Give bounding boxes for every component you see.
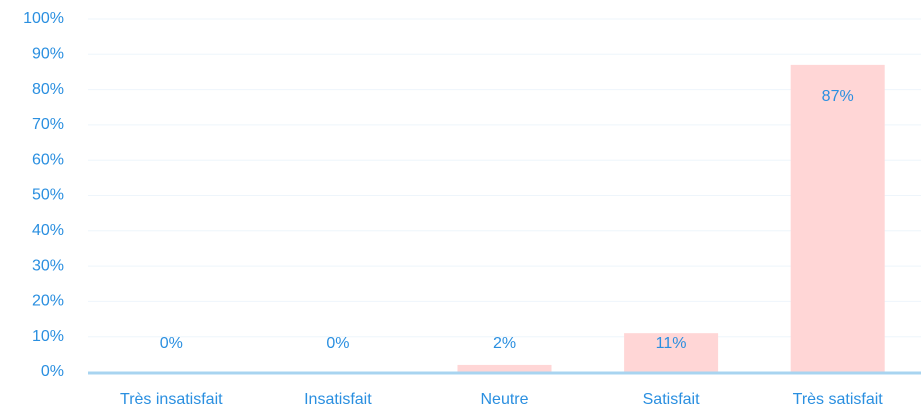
data-label: 2% [493,335,516,352]
y-tick-label: 60% [32,151,64,168]
x-tick-label: Neutre [480,391,528,408]
bar [624,333,719,372]
y-tick-label: 70% [32,116,64,133]
x-tick-label: Très satisfait [793,391,884,408]
y-tick-label: 50% [32,187,64,204]
data-label: 0% [326,335,349,352]
y-tick-label: 10% [32,328,64,345]
y-tick-label: 20% [32,293,64,310]
y-tick-label: 0% [41,363,64,380]
data-label: 0% [160,335,183,352]
y-tick-label: 40% [32,222,64,239]
bar [790,64,885,372]
y-tick-label: 100% [23,10,64,27]
y-tick-label: 80% [32,81,64,98]
x-tick-label: Satisfait [643,391,700,408]
data-label: 11% [656,335,687,352]
x-tick-label: Insatisfait [304,391,372,408]
data-label: 87% [822,88,854,105]
bar [457,364,552,372]
y-tick-label: 90% [32,46,64,63]
y-tick-label: 30% [32,257,64,274]
x-tick-label: Très insatisfait [120,391,223,408]
